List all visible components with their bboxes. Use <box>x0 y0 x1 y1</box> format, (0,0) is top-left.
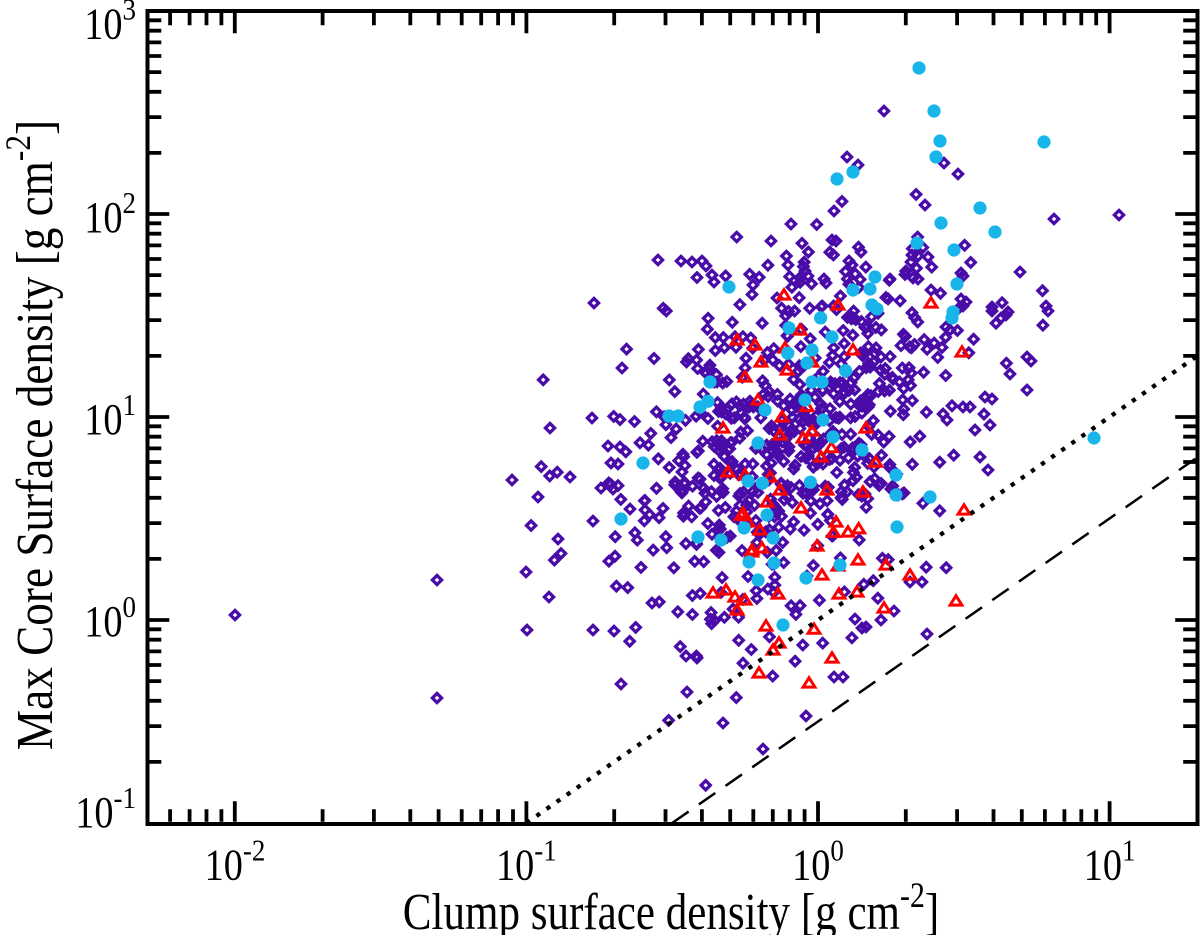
svg-text:Max Core Surface density [g cm: Max Core Surface density [g cm-2] <box>0 120 64 750</box>
svg-text:Clump surface density [g cm-2]: Clump surface density [g cm-2] <box>403 877 939 935</box>
svg-text:10-2: 10-2 <box>205 834 266 889</box>
svg-text:101: 101 <box>84 388 136 443</box>
